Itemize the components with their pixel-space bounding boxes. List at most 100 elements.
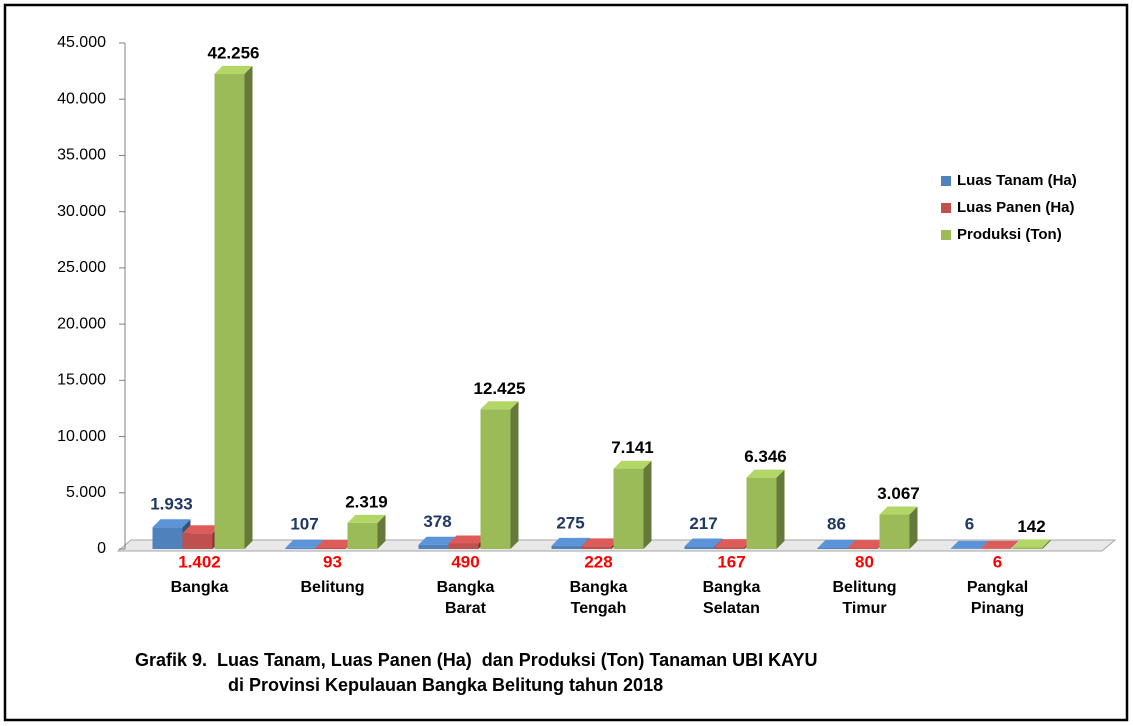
- legend-swatch: [941, 230, 951, 240]
- bar-side: [244, 65, 253, 549]
- bar-top: [480, 401, 519, 410]
- legend-swatch: [941, 203, 951, 213]
- bar-top: [980, 540, 1019, 549]
- bar-top: [182, 525, 221, 534]
- y-tick-label: 30.000: [57, 203, 106, 220]
- bar-top: [613, 460, 652, 469]
- legend-swatch: [941, 176, 951, 186]
- bar: [980, 540, 1019, 549]
- data-label: 228: [584, 552, 612, 571]
- bar-side: [643, 460, 652, 549]
- bar-top: [684, 538, 723, 547]
- bar-top: [315, 539, 354, 548]
- data-label: 3.067: [877, 484, 920, 503]
- x-tick-label: Belitung: [301, 579, 365, 596]
- bar-side: [909, 506, 918, 549]
- bar-front: [1012, 547, 1043, 549]
- bar: [214, 65, 253, 549]
- bar-front: [714, 547, 745, 549]
- bar-side: [1010, 540, 1019, 549]
- y-tick-label: 40.000: [57, 90, 106, 107]
- data-label: 6: [965, 514, 974, 533]
- x-tick-label: Belitung Timur: [833, 579, 897, 617]
- bar-top: [817, 540, 856, 549]
- data-label: 12.425: [474, 379, 526, 398]
- data-label: 1.933: [150, 495, 193, 514]
- data-label: 42.256: [208, 43, 260, 62]
- caption: Grafik 9. Luas Tanam, Luas Panen (Ha) da…: [135, 650, 817, 670]
- frame: [3, 3, 1129, 722]
- bar-front: [315, 547, 346, 549]
- bar-front: [480, 409, 511, 549]
- y-tick-label: 15.000: [57, 372, 106, 389]
- bar-side: [1042, 539, 1051, 549]
- bar-top: [347, 514, 386, 523]
- data-label: 378: [423, 512, 451, 531]
- data-label: 142: [1017, 517, 1045, 536]
- bar-side: [510, 401, 519, 549]
- y-tick-label: 35.000: [57, 147, 106, 164]
- bar-top: [152, 519, 191, 528]
- bar-top: [418, 536, 457, 545]
- x-tick-label: Pangkal Pinang: [967, 579, 1028, 617]
- bar: [613, 460, 652, 549]
- data-label: 93: [323, 552, 342, 571]
- data-label: 1.402: [178, 552, 221, 571]
- bar-top: [950, 540, 989, 549]
- bar-top: [551, 537, 590, 546]
- bar-top: [285, 539, 324, 548]
- bar-front: [182, 533, 213, 549]
- y-tick-label: 20.000: [57, 315, 106, 332]
- data-label: 275: [556, 513, 584, 532]
- bar-front: [285, 547, 316, 549]
- data-label: 86: [827, 514, 846, 533]
- data-label: 7.141: [611, 438, 654, 457]
- bar-front: [879, 514, 910, 549]
- legend-label: Luas Panen (Ha): [957, 199, 1075, 216]
- bar-top: [714, 539, 753, 548]
- x-tick-label: Bangka Selatan: [703, 579, 761, 617]
- bar-top: [448, 535, 487, 544]
- bar-front: [817, 548, 848, 549]
- data-label: 6.346: [744, 447, 787, 466]
- bar: [347, 514, 386, 549]
- data-label: 167: [717, 552, 745, 571]
- x-tick-label: Bangka: [171, 579, 229, 596]
- bar-top: [214, 65, 253, 74]
- bar-top: [746, 469, 785, 478]
- data-label: 490: [451, 552, 479, 571]
- bar: [1012, 539, 1051, 549]
- x-tick-label: Bangka Tengah: [570, 579, 628, 617]
- data-label: 80: [855, 552, 874, 571]
- bar-front: [613, 468, 644, 549]
- y-tick-label: 5.000: [66, 484, 106, 501]
- bar-front: [684, 546, 715, 549]
- bar-front: [418, 544, 449, 549]
- bar-front: [347, 522, 378, 549]
- y-tick-label: 0: [97, 540, 106, 557]
- y-tick-label: 45.000: [57, 34, 106, 51]
- bar-front: [847, 548, 878, 549]
- bar-top: [1012, 539, 1051, 548]
- y-tick-label: 25.000: [57, 259, 106, 276]
- bar-side: [776, 469, 785, 549]
- bar-top: [847, 540, 886, 549]
- bar-front: [448, 543, 479, 549]
- data-label: 217: [689, 514, 717, 533]
- bar-front: [581, 546, 612, 549]
- bar-top: [581, 538, 620, 547]
- data-label: 2.319: [345, 492, 388, 511]
- data-label: 6: [993, 552, 1002, 571]
- x-tick-label: Bangka Barat: [437, 579, 495, 617]
- bar-front: [214, 73, 245, 549]
- bar: [480, 401, 519, 549]
- bar-front: [152, 527, 183, 549]
- bar: [879, 506, 918, 549]
- data-label: 107: [290, 514, 318, 533]
- bar-side: [377, 514, 386, 549]
- bar-top: [879, 506, 918, 515]
- y-tick-label: 10.000: [57, 428, 106, 445]
- legend-label: Produksi (Ton): [957, 226, 1062, 243]
- bar-front: [746, 477, 777, 549]
